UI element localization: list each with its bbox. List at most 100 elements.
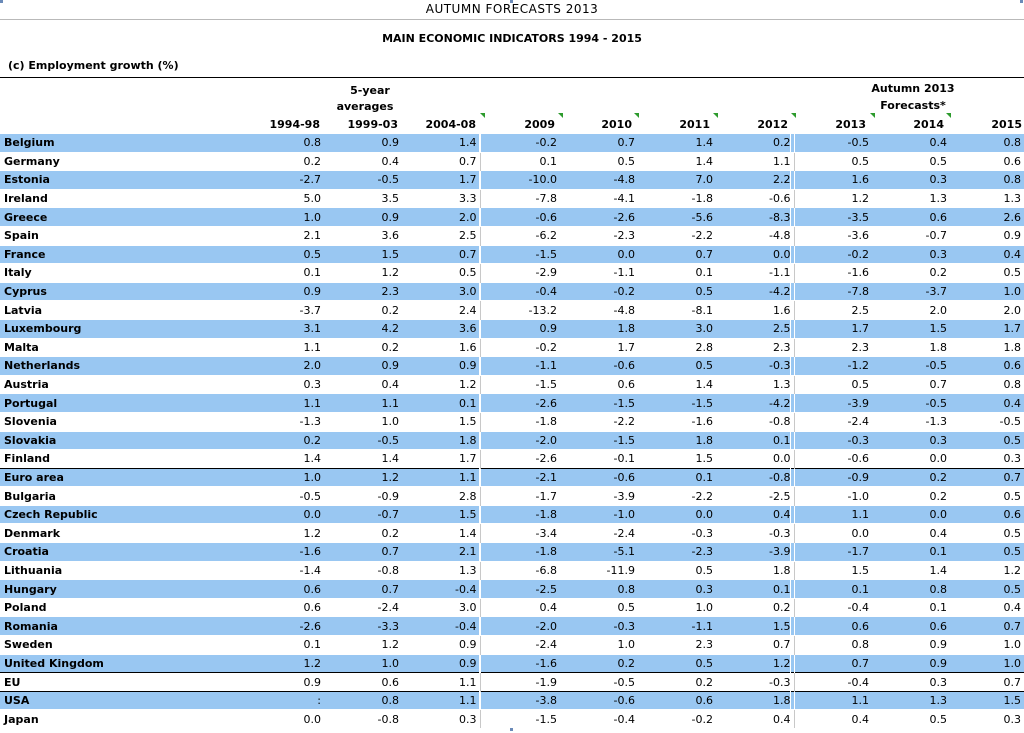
- value-cell[interactable]: 3.0: [638, 318, 716, 339]
- value-cell[interactable]: 0.7: [324, 542, 402, 562]
- value-cell[interactable]: -0.2: [638, 709, 716, 728]
- country-name-cell[interactable]: Greece: [0, 207, 250, 227]
- value-cell[interactable]: 0.6: [872, 207, 950, 227]
- value-cell[interactable]: 2.3: [324, 281, 402, 301]
- value-cell[interactable]: 0.7: [950, 467, 1024, 487]
- country-name-cell[interactable]: Japan: [0, 709, 250, 728]
- value-cell[interactable]: -1.7: [480, 486, 560, 506]
- value-cell[interactable]: -0.4: [402, 616, 481, 636]
- value-cell[interactable]: -0.4: [794, 672, 872, 692]
- value-cell[interactable]: 1.0: [950, 281, 1024, 301]
- value-cell[interactable]: 7.0: [638, 170, 716, 190]
- value-cell[interactable]: -10.0: [480, 170, 560, 190]
- value-cell[interactable]: -1.6: [794, 263, 872, 283]
- value-cell[interactable]: 0.5: [560, 597, 638, 617]
- value-cell[interactable]: 0.4: [950, 244, 1024, 264]
- value-cell[interactable]: 0.6: [872, 616, 950, 636]
- value-cell[interactable]: -2.4: [560, 523, 638, 543]
- value-cell[interactable]: -2.0: [480, 430, 560, 450]
- value-cell[interactable]: 0.0: [560, 244, 638, 264]
- value-cell[interactable]: -1.1: [560, 263, 638, 283]
- value-cell[interactable]: 0.8: [950, 374, 1024, 394]
- value-cell[interactable]: 1.4: [638, 374, 716, 394]
- value-cell[interactable]: -0.6: [560, 356, 638, 376]
- value-cell[interactable]: 0.3: [872, 170, 950, 190]
- country-name-cell[interactable]: Czech Republic: [0, 504, 250, 524]
- value-cell[interactable]: 1.1: [794, 690, 872, 710]
- value-cell[interactable]: -4.1: [560, 188, 638, 208]
- value-cell[interactable]: 0.9: [950, 225, 1024, 246]
- value-cell[interactable]: 1.1: [324, 393, 402, 413]
- value-cell[interactable]: -0.2: [480, 337, 560, 357]
- value-cell[interactable]: 1.6: [794, 170, 872, 190]
- value-cell[interactable]: 0.6: [324, 672, 402, 692]
- value-cell[interactable]: -0.3: [716, 523, 795, 543]
- value-cell[interactable]: -1.0: [560, 504, 638, 524]
- value-cell[interactable]: 0.1: [250, 635, 324, 655]
- value-cell[interactable]: 1.1: [402, 690, 481, 710]
- value-cell[interactable]: -2.4: [480, 635, 560, 655]
- value-cell[interactable]: 0.6: [638, 690, 716, 710]
- value-cell[interactable]: -1.8: [480, 542, 560, 562]
- value-cell[interactable]: 0.9: [324, 133, 402, 153]
- value-cell[interactable]: 1.5: [950, 690, 1024, 710]
- value-cell[interactable]: 0.2: [324, 300, 402, 320]
- value-cell[interactable]: 0.9: [872, 635, 950, 655]
- value-cell[interactable]: 0.5: [250, 244, 324, 264]
- value-cell[interactable]: 0.1: [716, 430, 795, 450]
- value-cell[interactable]: -11.9: [560, 560, 638, 580]
- value-cell[interactable]: 1.6: [716, 300, 795, 320]
- value-cell[interactable]: 0.1: [638, 467, 716, 487]
- value-cell[interactable]: 0.3: [402, 709, 481, 728]
- value-cell[interactable]: 0.1: [480, 151, 560, 171]
- country-name-cell[interactable]: Denmark: [0, 523, 250, 543]
- value-cell[interactable]: 2.5: [716, 318, 795, 339]
- value-cell[interactable]: 0.5: [794, 151, 872, 171]
- value-cell[interactable]: 2.0: [250, 356, 324, 376]
- value-cell[interactable]: 1.0: [250, 467, 324, 487]
- value-cell[interactable]: -4.8: [560, 300, 638, 320]
- value-cell[interactable]: 1.5: [872, 318, 950, 339]
- value-cell[interactable]: -1.8: [480, 504, 560, 524]
- value-cell[interactable]: -1.4: [250, 560, 324, 580]
- value-cell[interactable]: 2.1: [402, 542, 481, 562]
- value-cell[interactable]: -5.1: [560, 542, 638, 562]
- value-cell[interactable]: 3.0: [402, 597, 481, 617]
- value-cell[interactable]: 1.2: [794, 188, 872, 208]
- value-cell[interactable]: 0.4: [716, 709, 795, 728]
- value-cell[interactable]: -2.0: [480, 616, 560, 636]
- selection-handle[interactable]: [510, 0, 513, 3]
- value-cell[interactable]: -2.4: [324, 597, 402, 617]
- value-cell[interactable]: -1.3: [872, 411, 950, 431]
- value-cell[interactable]: -1.6: [480, 653, 560, 673]
- value-cell[interactable]: -0.5: [250, 486, 324, 506]
- value-cell[interactable]: -1.1: [716, 263, 795, 283]
- value-cell[interactable]: 1.7: [794, 318, 872, 339]
- value-cell[interactable]: 0.7: [638, 244, 716, 264]
- value-cell[interactable]: -0.5: [324, 430, 402, 450]
- value-cell[interactable]: -0.3: [638, 523, 716, 543]
- value-cell[interactable]: 0.7: [560, 133, 638, 153]
- value-cell[interactable]: -0.8: [716, 411, 795, 431]
- country-name-cell[interactable]: Hungary: [0, 579, 250, 599]
- value-cell[interactable]: -1.2: [794, 356, 872, 376]
- value-cell[interactable]: -0.4: [794, 597, 872, 617]
- value-cell[interactable]: -1.6: [638, 411, 716, 431]
- value-cell[interactable]: -1.0: [794, 486, 872, 506]
- value-cell[interactable]: -8.3: [716, 207, 795, 227]
- value-cell[interactable]: -4.8: [716, 225, 795, 246]
- value-cell[interactable]: 4.2: [324, 318, 402, 339]
- value-cell[interactable]: 0.3: [638, 579, 716, 599]
- value-cell[interactable]: 0.1: [872, 597, 950, 617]
- country-name-cell[interactable]: Germany: [0, 151, 250, 171]
- value-cell[interactable]: 0.1: [402, 393, 481, 413]
- value-cell[interactable]: -0.4: [560, 709, 638, 728]
- value-cell[interactable]: -6.2: [480, 225, 560, 246]
- value-cell[interactable]: -0.3: [794, 430, 872, 450]
- value-cell[interactable]: 2.0: [872, 300, 950, 320]
- value-cell[interactable]: -2.3: [560, 225, 638, 246]
- value-cell[interactable]: -1.5: [480, 244, 560, 264]
- value-cell[interactable]: 0.2: [872, 467, 950, 487]
- value-cell[interactable]: 0.8: [560, 579, 638, 599]
- value-cell[interactable]: 1.5: [638, 449, 716, 469]
